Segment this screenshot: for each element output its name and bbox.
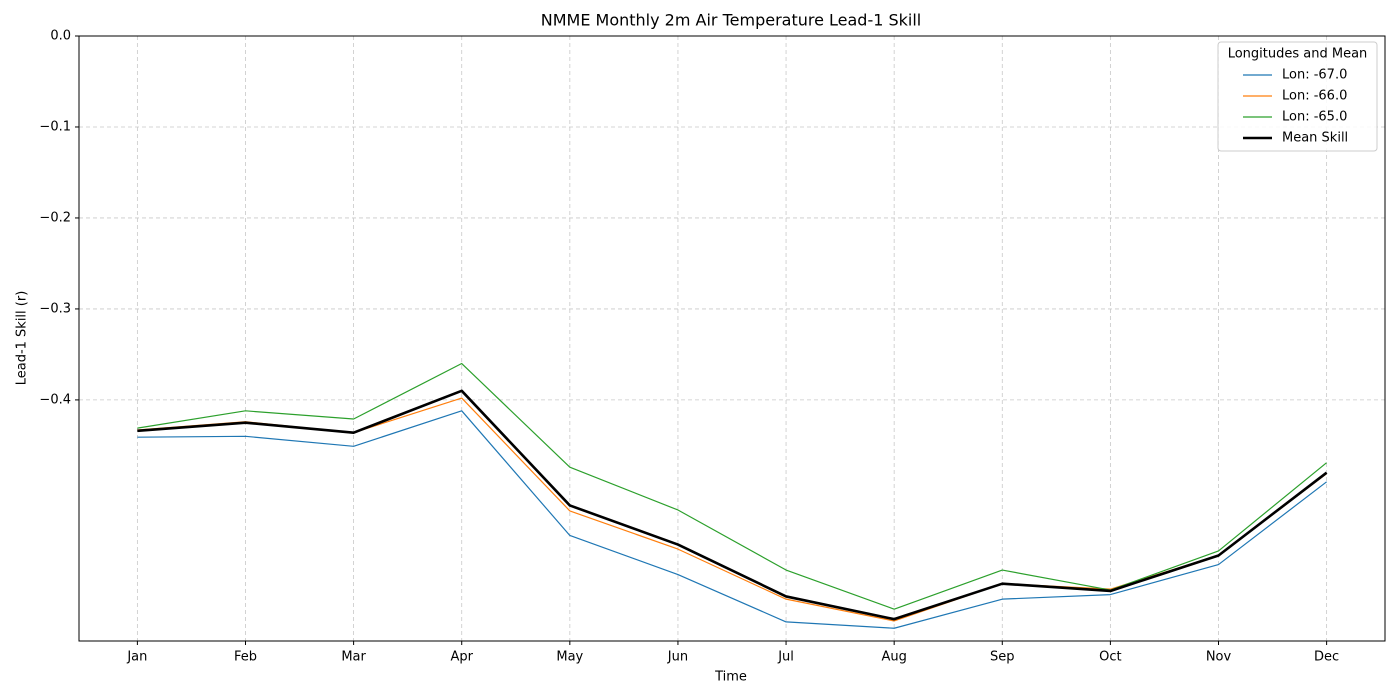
legend-label: Mean Skill xyxy=(1282,131,1348,146)
legend-title: Longitudes and Mean xyxy=(1228,47,1368,62)
plot-frame xyxy=(78,35,1386,642)
legend-label: Lon: -66.0 xyxy=(1282,89,1347,104)
x-tick-label: Jan xyxy=(126,650,147,665)
x-tick-label: Jul xyxy=(777,650,794,665)
y-tick-label: −0.2 xyxy=(39,210,71,225)
y-axis-label: Lead-1 Skill (r) xyxy=(15,291,30,386)
legend-label: Lon: -65.0 xyxy=(1282,110,1347,125)
x-tick-label: Dec xyxy=(1314,650,1339,665)
x-tick-label: Mar xyxy=(341,650,366,665)
x-tick-label: Oct xyxy=(1099,650,1121,665)
y-tick-label: −0.4 xyxy=(39,392,71,407)
series-line xyxy=(137,410,1327,629)
series-line xyxy=(137,362,1327,610)
legend-box xyxy=(1217,41,1378,152)
series-line xyxy=(137,389,1328,621)
x-axis-label: Time xyxy=(714,670,747,685)
x-tick-label: May xyxy=(556,650,583,665)
x-tick-label: Jun xyxy=(667,650,688,665)
x-tick-label: Sep xyxy=(990,650,1015,665)
x-tick-label: Feb xyxy=(234,650,257,665)
x-tick-label: Aug xyxy=(881,650,906,665)
x-tick-label: Nov xyxy=(1206,650,1232,665)
x-tick-label: Apr xyxy=(450,650,473,665)
series-line xyxy=(137,397,1327,622)
y-tick-label: −0.1 xyxy=(39,119,71,134)
y-tick-label: 0.0 xyxy=(50,29,71,44)
y-tick-label: −0.3 xyxy=(39,301,71,316)
chart-title: NMME Monthly 2m Air Temperature Lead-1 S… xyxy=(541,11,922,30)
legend-label: Lon: -67.0 xyxy=(1282,68,1347,83)
legend: Longitudes and Mean Lon: -67.0 Lon: -66.0 L… xyxy=(1217,41,1378,152)
